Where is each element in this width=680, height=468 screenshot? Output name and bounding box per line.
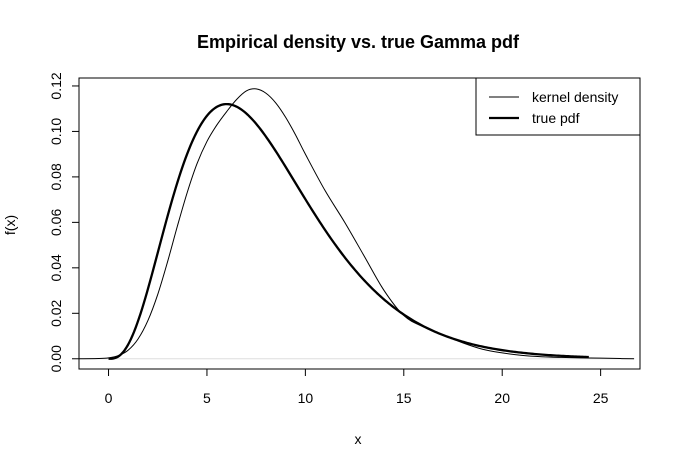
x-tick-label: 25 [593, 390, 609, 406]
y-tick-label: 0.06 [48, 209, 64, 236]
legend: kernel density true pdf [475, 77, 641, 136]
x-axis-label: x [355, 431, 362, 447]
x-axis: 0 5 10 15 20 25 [105, 369, 609, 406]
y-axis-label: f(x) [2, 215, 18, 235]
y-tick-label: 0.02 [48, 299, 64, 326]
y-axis: 0.00 0.02 0.04 0.06 0.08 0.10 0.12 [48, 72, 79, 372]
x-tick-label: 10 [298, 390, 314, 406]
x-tick-label: 5 [203, 390, 211, 406]
y-tick-label: 0.00 [48, 345, 64, 372]
plot-area [78, 88, 635, 360]
legend-label-true-pdf: true pdf [532, 110, 580, 126]
y-tick-label: 0.12 [48, 72, 64, 99]
x-tick-label: 15 [396, 390, 412, 406]
series-line-kernel-density [78, 88, 635, 360]
y-tick-label: 0.08 [48, 163, 64, 190]
plot-frame [78, 77, 641, 370]
y-tick-label: 0.10 [48, 118, 64, 145]
series-line-true-pdf [108, 102, 589, 360]
chart-title: Empirical density vs. true Gamma pdf [197, 32, 520, 52]
x-tick-label: 20 [494, 390, 510, 406]
legend-box [475, 77, 641, 136]
legend-label-kernel-density: kernel density [532, 89, 618, 105]
y-tick-label: 0.04 [48, 254, 64, 281]
x-tick-label: 0 [105, 390, 113, 406]
